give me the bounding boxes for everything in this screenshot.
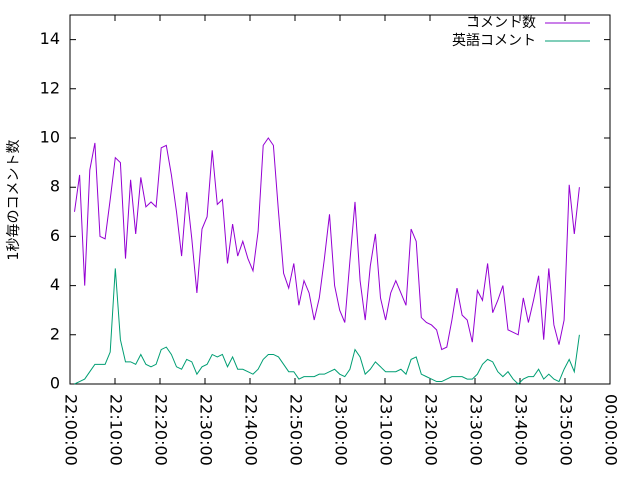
series-line bbox=[74, 137, 580, 351]
x-tick-label: 23:30:00 bbox=[467, 394, 486, 466]
x-tick-label: 23:10:00 bbox=[377, 394, 396, 466]
plot-frame bbox=[69, 14, 611, 385]
x-tick-label: 23:50:00 bbox=[557, 394, 576, 466]
legend-label: コメント数 bbox=[466, 15, 536, 31]
x-tick-label: 00:00:00 bbox=[602, 394, 621, 466]
y-tick-label: 4 bbox=[50, 275, 60, 294]
y-tick-label: 8 bbox=[50, 177, 60, 196]
x-tick-label: 22:10:00 bbox=[107, 394, 126, 466]
y-tick-label: 0 bbox=[50, 374, 60, 393]
x-tick-label: 23:20:00 bbox=[422, 394, 441, 466]
legend-label: 英語コメント bbox=[452, 32, 536, 49]
x-tick-label: 22:20:00 bbox=[152, 394, 171, 466]
x-tick-label: 22:30:00 bbox=[197, 394, 216, 466]
x-tick-label: 22:40:00 bbox=[242, 394, 261, 466]
y-tick-label: 6 bbox=[50, 226, 60, 245]
x-tick-label: 22:00:00 bbox=[62, 394, 81, 466]
y-tick-label: 2 bbox=[50, 324, 60, 343]
x-tick-label: 23:00:00 bbox=[332, 394, 351, 466]
series-line bbox=[74, 268, 580, 385]
y-tick-label: 12 bbox=[40, 78, 60, 97]
y-axis-label: 1秒毎のコメント数 bbox=[6, 140, 22, 261]
y-tick-label: 14 bbox=[40, 29, 60, 48]
y-tick-label: 10 bbox=[40, 128, 60, 147]
x-tick-label: 23:40:00 bbox=[512, 394, 531, 466]
x-tick-label: 22:50:00 bbox=[287, 394, 306, 466]
